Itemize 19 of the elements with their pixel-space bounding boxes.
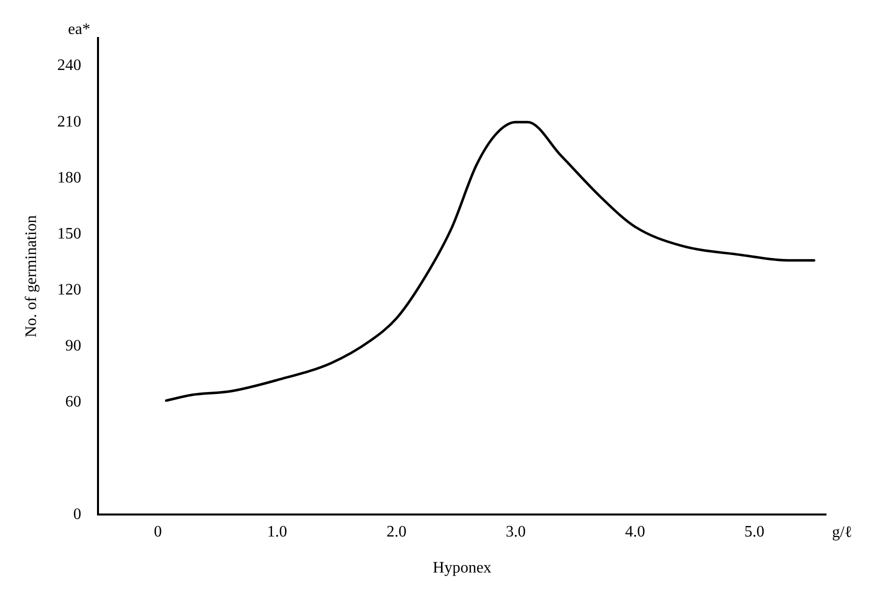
y-tick-label: 240 <box>57 57 82 74</box>
y-tick-label: 150 <box>57 225 82 242</box>
y-tick-label: 90 <box>65 338 82 355</box>
y-axis-title: No. of germination <box>22 215 40 338</box>
x-tick-label: 3.0 <box>506 523 526 540</box>
x-tick-label: 0 <box>154 523 162 540</box>
text: ea* <box>68 21 90 38</box>
x-axis-title: Hyponex <box>432 560 492 577</box>
x-tick-label: 1.0 <box>267 523 288 540</box>
y-tick-label: 120 <box>57 282 82 299</box>
line-series <box>164 120 816 402</box>
x-tick-label: 4.0 <box>625 523 646 540</box>
x-tick-label: 2.0 <box>386 523 406 540</box>
y-tick-label: 180 <box>57 169 82 186</box>
text: g/ℓ <box>832 524 852 541</box>
x-tick-label: 5.0 <box>744 523 764 540</box>
y-tick-label: 210 <box>57 113 82 130</box>
y-tick-label: 0 <box>73 506 82 523</box>
y-tick-label: 60 <box>65 394 82 411</box>
